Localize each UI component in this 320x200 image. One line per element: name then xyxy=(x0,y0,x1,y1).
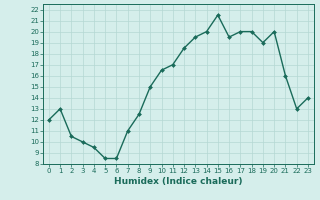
X-axis label: Humidex (Indice chaleur): Humidex (Indice chaleur) xyxy=(114,177,243,186)
